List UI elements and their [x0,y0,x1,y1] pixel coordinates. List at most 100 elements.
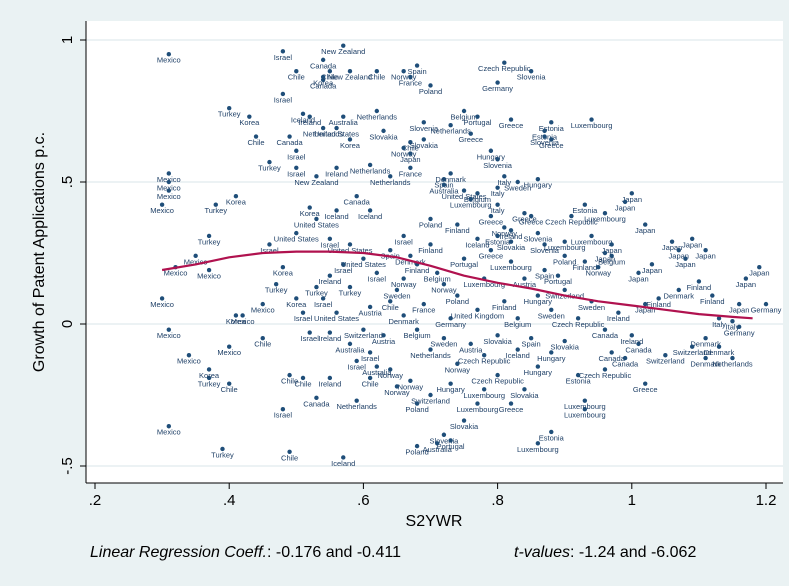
data-point-label: Mexico [251,306,275,315]
data-point [542,128,547,134]
data-point [334,310,339,315]
data-point-label: Japan [595,255,615,264]
data-point [535,293,541,298]
data-point [428,216,433,222]
x-tick-label: .2 [89,492,102,509]
data-point [233,194,239,199]
data-point-label: Israel [274,95,293,104]
data-point [508,259,514,264]
data-point [448,438,453,443]
data-point-label: Greece [458,135,483,144]
data-point-label: Netherlands [430,127,471,136]
data-point-label: Czech Republic [552,320,605,329]
data-point-label: France [399,78,422,87]
data-point [495,157,500,162]
data-point-label: Poland [446,297,469,306]
data-point-label: Chile [254,340,271,349]
data-point-label: Korea [226,317,247,326]
data-point [468,131,473,136]
data-point-label: Finland [646,300,671,309]
data-point-label: Hungary [436,385,465,394]
data-point [495,80,500,85]
data-point [240,313,245,318]
data-point-label: Austria [358,308,382,317]
data-point [549,307,554,312]
data-point-label: Slovakia [483,337,512,346]
data-point [347,341,353,347]
data-point [354,398,359,403]
data-point [555,273,561,278]
data-point-label: Canada [310,61,337,70]
data-point [703,247,708,253]
data-point [166,327,172,332]
data-point [401,145,406,151]
data-point [589,117,594,122]
data-point-label: Slovakia [450,422,479,431]
data-point-label: Finland [492,303,517,312]
data-point [488,213,494,219]
data-point-label: Poland [405,448,428,457]
data-point-label: Japan [669,252,689,261]
data-point-label: Hungary [524,297,553,306]
data-point [495,333,500,338]
data-point-label: Norway [431,286,457,295]
data-point [622,355,628,361]
data-point-label: Slovenia [430,436,460,445]
data-point-label: Chile [288,73,305,82]
data-point [367,350,373,355]
data-point-label: Luxembourg [517,445,559,454]
data-point-label: Germany [724,328,755,337]
data-point-label: New Zealand [294,178,338,187]
data-point [428,392,433,398]
data-point [267,242,272,247]
data-point-label: Luxembourg [450,201,492,210]
data-point [495,372,500,378]
data-point [542,134,547,139]
data-point-label: Italy [497,178,511,187]
data-point-label: Belgium [598,257,625,266]
data-point-label: Greece [519,218,544,227]
data-point-label: Greece [499,405,524,414]
fit-line-layer [161,250,753,320]
data-point-label: Spain [407,67,426,76]
data-point [206,367,212,372]
data-point-label: Turkey [198,379,221,388]
data-point-label: Mexico [150,206,174,215]
data-point-label: Sweden [383,291,410,300]
data-point [448,316,453,321]
data-point-label: Greece [499,121,524,130]
data-point-label: Greece [633,385,658,394]
y-ticks: -.5 0 .5 1 [59,36,86,475]
data-point [334,125,339,131]
data-point-label: Belgium [504,320,531,329]
data-point-label: Estonia [539,124,565,133]
data-point-label: Netherlands [410,351,451,360]
data-point [287,449,292,454]
data-point-label: Chile [368,73,385,82]
data-point [421,137,426,142]
data-point-label: United States [274,235,319,244]
data-point [414,401,420,406]
data-point-label: Chile [362,379,379,388]
data-point-label: Germany [435,320,466,329]
data-point [347,242,353,247]
data-point [455,222,460,227]
data-point-label: Slovenia [517,73,547,82]
data-point [401,69,406,74]
data-point-label: Turkey [339,289,362,298]
data-point [367,375,373,381]
data-point [367,208,373,213]
data-point-label: Poland [419,220,442,229]
data-point [300,310,306,315]
data-point-label: Japan [662,243,682,252]
data-point-label: Hungary [524,181,553,190]
data-point [502,174,507,179]
data-point-label: Turkey [204,206,227,215]
data-point-label: Sweden [430,340,457,349]
data-point [455,293,460,298]
data-point-label: Portugal [450,260,478,269]
data-point-label: Mexico [217,348,241,357]
data-point [441,432,447,437]
data-point [716,316,722,321]
data-point [408,378,413,383]
